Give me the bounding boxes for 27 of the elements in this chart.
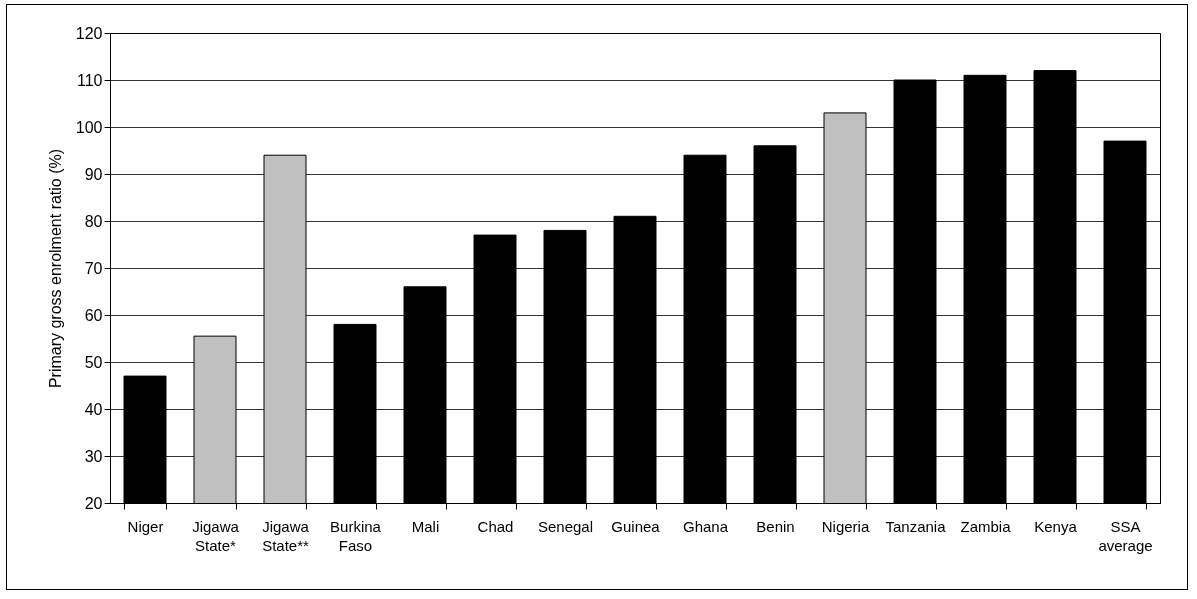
y-tick-label: 40 bbox=[84, 400, 103, 418]
y-tick-label: 20 bbox=[84, 494, 103, 512]
x-tick-label: Jigawa State** bbox=[262, 517, 310, 554]
x-tick-label: Niger bbox=[127, 517, 164, 535]
x-tick-label: Nigeria bbox=[821, 517, 870, 535]
y-tick-label: 120 bbox=[75, 24, 103, 42]
y-tick-label: 70 bbox=[84, 259, 103, 277]
y-tick-label: 80 bbox=[84, 212, 103, 230]
x-tick-label: Senegal bbox=[537, 517, 594, 535]
x-tick-label: Burkina Faso bbox=[330, 517, 382, 554]
x-tick-label: Chad bbox=[477, 517, 514, 535]
y-tick-label: 50 bbox=[84, 353, 103, 371]
y-tick-label: 30 bbox=[84, 447, 103, 465]
y-tick-label: 60 bbox=[84, 306, 103, 324]
y-tick-label: 90 bbox=[84, 165, 103, 183]
x-tick-label: SSA average bbox=[1098, 517, 1153, 554]
x-tick-label: Tanzania bbox=[885, 517, 947, 535]
y-tick-label: 110 bbox=[76, 71, 103, 89]
x-tick-label: Mali bbox=[411, 517, 440, 535]
x-tick-label: Benin bbox=[756, 517, 795, 535]
y-axis-title: Primary gross enrolment ratio (%) bbox=[46, 148, 64, 389]
x-tick-label: Ghana bbox=[682, 517, 729, 535]
x-tick-label: Kenya bbox=[1034, 517, 1078, 535]
y-tick-label: 100 bbox=[75, 118, 103, 136]
x-tick-label: Zambia bbox=[960, 517, 1012, 535]
x-tick-label: Jigawa State* bbox=[192, 517, 240, 554]
x-tick-label: Guinea bbox=[611, 517, 661, 535]
